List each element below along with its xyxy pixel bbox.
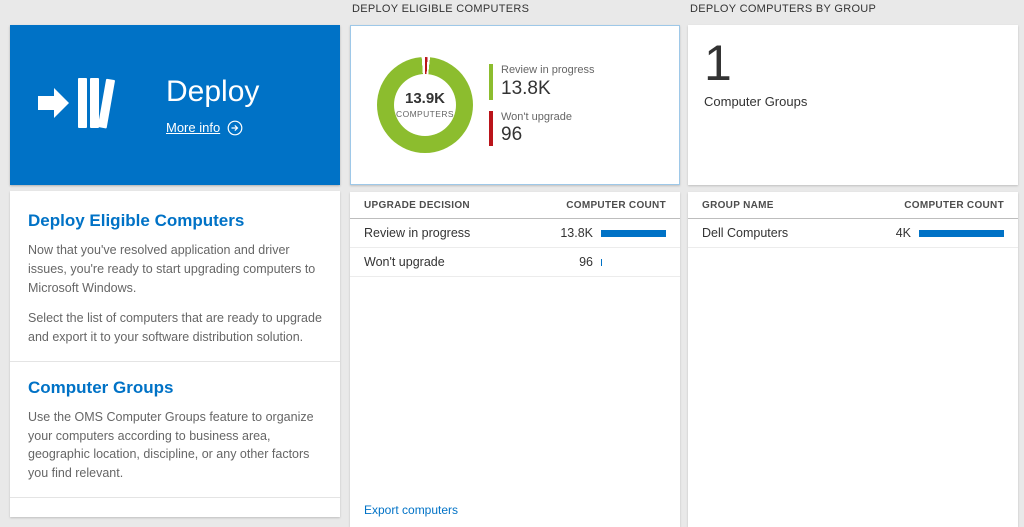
row-bar [601,258,603,266]
donut-legend: Review in progress 13.8K Won't upgrade 9… [489,64,595,146]
row-name: Won't upgrade [364,255,445,269]
donut-center: 13.9K COMPUTERS [394,74,456,136]
row-name: Review in progress [364,226,471,240]
divider [10,360,340,362]
section-paragraph: Use the OMS Computer Groups feature to o… [28,409,314,480]
legend-text: Review in progress 13.8K [501,64,595,99]
deploy-tile[interactable]: Deploy More info [10,25,340,185]
table-header-row: UPGRADE DECISION COMPUTER COUNT [350,192,680,219]
row-value: 96 [579,255,593,269]
row-bar [919,229,1004,237]
eligible-computers-column: DEPLOY ELIGIBLE COMPUTERS 13.9K COMPUTER… [350,0,680,527]
group-count-value: 1 [704,35,732,91]
table-row[interactable]: Won't upgrade 96 [350,248,680,277]
tile-title: Deploy [166,74,260,108]
legend-value: 96 [501,123,523,145]
row-bar-track [601,229,666,237]
row-bar-track [919,229,1004,237]
row-value: 13.8K [560,226,593,240]
upgrade-decision-table-card: UPGRADE DECISION COMPUTER COUNT Review i… [350,192,680,527]
column-header-group-name: GROUP NAME [702,200,774,211]
table-header-row: GROUP NAME COMPUTER COUNT [688,192,1018,219]
column-header-computer-count: COMPUTER COUNT [566,200,666,211]
donut-center-label: COMPUTERS [396,108,454,119]
computer-groups-summary-card[interactable]: 1 Computer Groups [688,25,1018,185]
legend-item-review-in-progress: Review in progress 13.8K [489,64,595,100]
row-bar [601,229,666,237]
more-info-link[interactable]: More info [166,120,221,135]
section-paragraph: Now that you've resolved application and… [28,243,316,295]
donut-center-value: 13.9K [404,90,446,108]
computers-by-group-column: DEPLOY COMPUTERS BY GROUP 1 Computer Gro… [688,0,1018,527]
group-count-label: Computer Groups [704,93,808,109]
legend-text: Won't upgrade 96 [501,111,572,146]
legend-value: 13.8K [501,77,551,99]
group-table-card: GROUP NAME COMPUTER COUNT Dell Computers… [688,192,1018,527]
section-paragraph: Select the list of computers that are re… [28,311,322,344]
row-name: Dell Computers [702,226,789,240]
column-header-computer-count: COMPUTER COUNT [904,200,1004,211]
table-row[interactable]: Dell Computers 4K [688,219,1018,248]
section-heading-computer-groups: Computer Groups [28,377,174,397]
section-deploy-eligible-computers: Deploy Eligible Computers Now that you'v… [28,211,322,347]
deploy-description-card: Deploy Eligible Computers Now that you'v… [10,191,340,517]
divider [10,496,340,498]
section-computer-groups: Computer Groups Use the OMS Computer Gro… [28,378,322,483]
deploy-icon [36,72,124,139]
row-bar-track [601,258,666,266]
legend-label: Review in progress [501,64,595,77]
legend-item-wont-upgrade: Won't upgrade 96 [489,110,595,146]
section-heading-deploy-eligible: Deploy Eligible Computers [28,211,245,230]
more-info-row: More info [166,120,259,136]
export-computers-link[interactable]: Export computers [364,503,459,517]
middle-column-header: DEPLOY ELIGIBLE COMPUTERS [352,3,530,15]
donut-chart: 13.9K COMPUTERS [377,57,473,153]
row-value: 4K [895,226,911,240]
right-column-header: DEPLOY COMPUTERS BY GROUP [690,3,877,15]
more-info-arrow-icon[interactable] [227,120,243,136]
table-row[interactable]: Review in progress 13.8K [350,219,680,248]
eligible-computers-chart-card[interactable]: 13.9K COMPUTERS Review in progress 13.8K… [350,25,680,185]
deploy-tile-text: Deploy More info [166,75,259,136]
deploy-overview-column: Deploy More info Deploy Eligible Compute… [10,0,340,527]
legend-label: Won't upgrade [501,110,573,123]
column-header-upgrade-decision: UPGRADE DECISION [364,200,470,211]
legend-swatch-red [489,110,493,146]
legend-swatch-green [489,64,493,100]
